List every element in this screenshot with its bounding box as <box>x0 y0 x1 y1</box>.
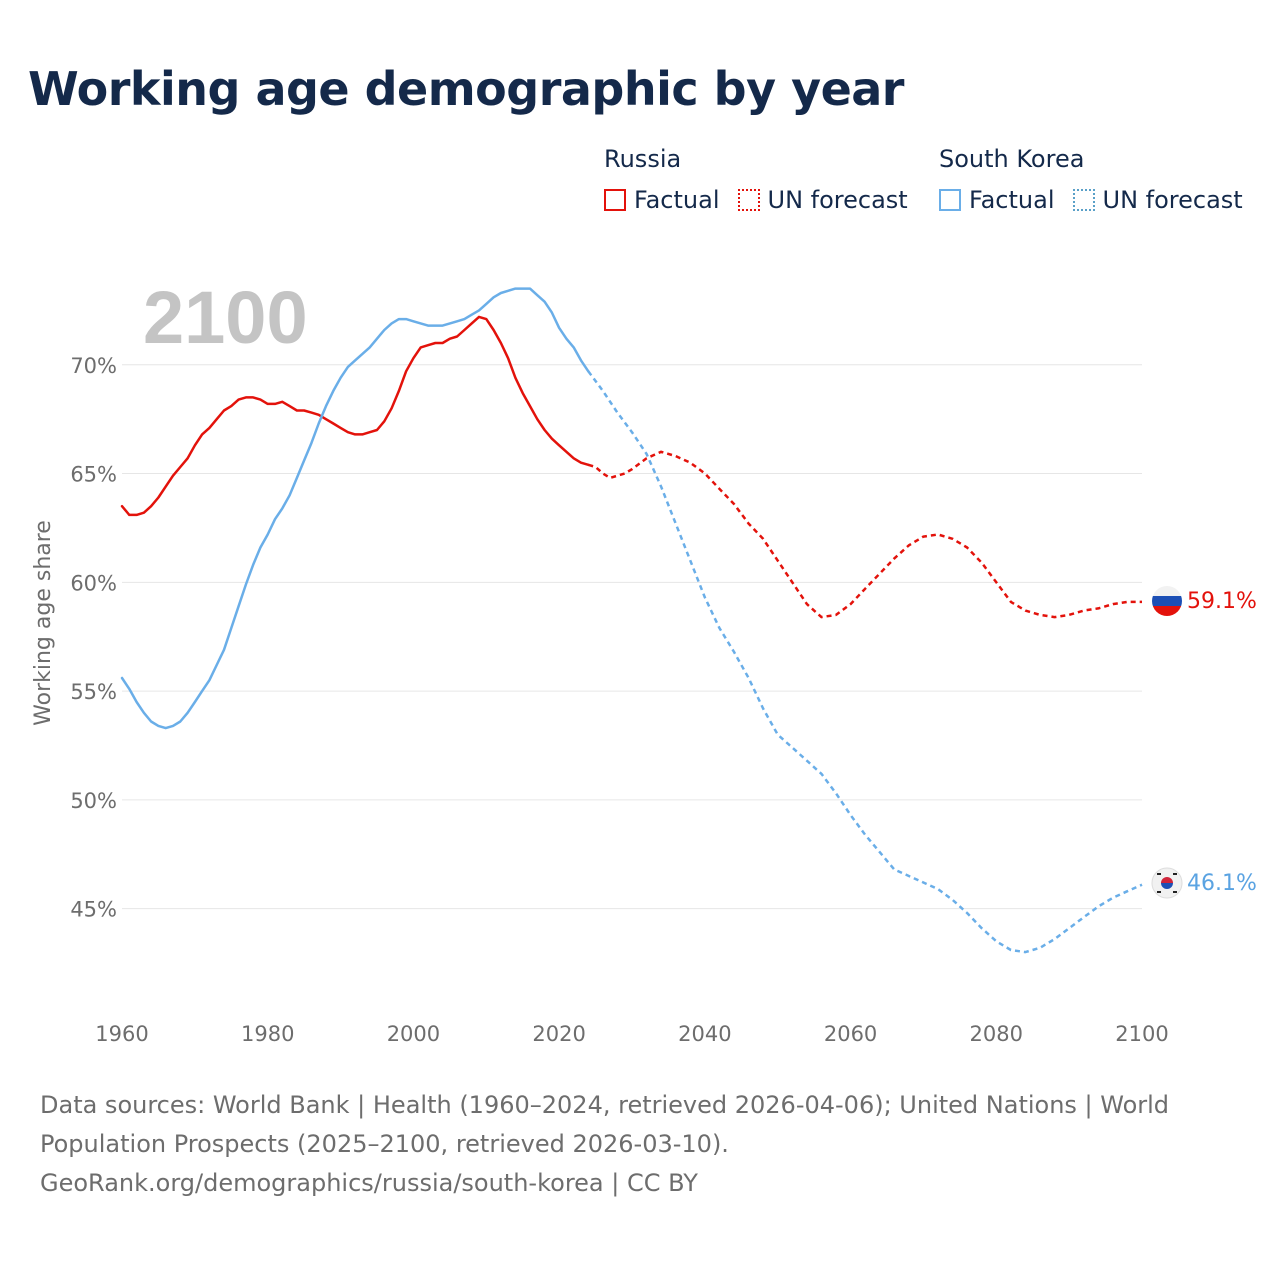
russia-end-label: 59.1% <box>1187 589 1257 614</box>
y-tick-label: 65% <box>70 463 117 487</box>
end-flags <box>1151 586 1183 899</box>
x-axis-ticks: 1960 1980 2000 2020 2040 2060 2080 2100 <box>95 1022 1168 1046</box>
legend-south-korea-factual-label[interactable]: Factual <box>969 186 1055 214</box>
y-axis-ticks: 45% 50% 55% 60% 65% 70% <box>70 354 117 922</box>
legend-russia: Russia Factual UN forecast <box>604 144 926 214</box>
legend-russia-title: Russia <box>604 145 682 173</box>
y-axis-label: Working age share <box>31 520 56 726</box>
gridlines <box>122 364 1142 910</box>
x-tick-label: 2020 <box>532 1022 585 1046</box>
year-watermark: 2100 <box>143 276 308 359</box>
legend-russia-forecast-swatch[interactable] <box>737 189 760 211</box>
south-korea-end-label: 46.1% <box>1187 871 1257 896</box>
legend-south-korea-forecast-swatch[interactable] <box>1072 189 1095 211</box>
x-tick-label: 1960 <box>95 1022 148 1046</box>
russia-forecast-line <box>587 450 1142 619</box>
x-tick-label: 2100 <box>1115 1022 1168 1046</box>
series-lines <box>120 287 1143 954</box>
y-tick-label: 55% <box>70 680 117 704</box>
south-korea-forecast-line <box>587 370 1143 954</box>
data-sources: Data sources: World Bank | Health (1960–… <box>40 1091 1170 1158</box>
legend-south-korea-title: South Korea <box>939 145 1085 173</box>
footer: Data sources: World Bank | Health (1960–… <box>40 1086 1170 1203</box>
chart-title: Working age demographic by year <box>28 62 905 116</box>
x-tick-label: 2060 <box>824 1022 877 1046</box>
y-tick-label: 70% <box>70 354 117 378</box>
south-korea-flag-icon <box>1151 867 1183 899</box>
x-tick-label: 2000 <box>387 1022 440 1046</box>
legend-russia-factual-swatch[interactable] <box>604 189 626 211</box>
south-korea-factual-line <box>120 287 590 730</box>
russia-factual-line <box>120 315 590 517</box>
y-tick-label: 50% <box>70 789 117 813</box>
y-tick-label: 60% <box>70 571 117 595</box>
x-tick-label: 2080 <box>970 1022 1023 1046</box>
legend-south-korea: South Korea Factual UN forecast <box>939 144 1261 214</box>
legend-russia-factual-label[interactable]: Factual <box>634 186 720 214</box>
attribution: GeoRank.org/demographics/russia/south-ko… <box>40 1169 698 1197</box>
legend-russia-forecast-label[interactable]: UN forecast <box>767 186 908 214</box>
legend-south-korea-forecast-label[interactable]: UN forecast <box>1102 186 1243 214</box>
x-tick-label: 2040 <box>678 1022 731 1046</box>
y-tick-label: 45% <box>70 898 117 922</box>
x-tick-label: 1980 <box>241 1022 294 1046</box>
line-chart: 2100 45% 50% 55% 60% 65% 70% 1960 1980 2000 2020… <box>31 276 1257 1046</box>
legend-south-korea-factual-swatch[interactable] <box>939 189 961 211</box>
russia-flag-icon <box>1152 586 1182 616</box>
